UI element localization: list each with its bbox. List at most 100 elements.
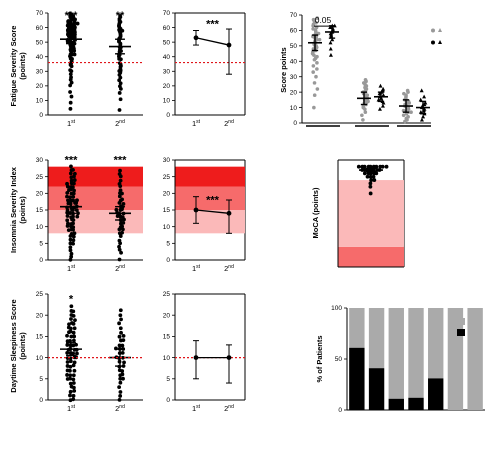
data-point-D (66, 201, 71, 206)
data-point-F (384, 164, 389, 169)
data-point-F (372, 178, 377, 182)
data-point-F (369, 178, 374, 182)
y-tick-label-A: 70 (36, 10, 44, 17)
data-point-A (68, 68, 73, 73)
data-point-hospital-C (377, 106, 382, 111)
data-point-G (119, 317, 123, 322)
data-point-D (71, 238, 76, 243)
data-point-G (118, 308, 123, 313)
significance-marker-A: *** (65, 10, 79, 22)
data-point-A (68, 100, 73, 105)
data-point-mild-C (360, 113, 364, 118)
data-point-D (117, 257, 122, 262)
data-point-mild-C (315, 54, 319, 59)
x-tick-suffix-H: st (196, 404, 201, 410)
y-tick-label-C: 60 (290, 28, 298, 35)
data-point-G (65, 373, 69, 377)
data-point-mild-C (312, 93, 317, 98)
legend-marker-hospital (431, 40, 435, 45)
x-tick-label-A: 2nd (115, 119, 125, 128)
data-point-G (118, 394, 123, 398)
data-point-G (72, 334, 77, 339)
data-point-G (71, 351, 76, 356)
data-point-hospital-C (328, 52, 333, 57)
data-point-G (117, 397, 122, 402)
data-point-G (69, 317, 73, 321)
data-point-A (117, 91, 122, 95)
bar-no-I (428, 308, 444, 379)
y-tick-label-H: 15 (163, 334, 171, 341)
data-point-hospital-C (419, 88, 424, 93)
bar-no-I (408, 308, 424, 398)
data-point-mild-C (315, 61, 319, 65)
data-point-D (117, 194, 122, 199)
data-point-A (75, 21, 80, 26)
data-point-F (371, 174, 376, 179)
y-tick-label-C: 70 (290, 12, 298, 19)
significance-marker-D: *** (114, 154, 128, 166)
y-axis-label-line-C-0: Score points (279, 47, 288, 92)
data-point-mild-C (315, 87, 320, 91)
data-point-G (71, 338, 76, 343)
x-tick-num-H: 2 (224, 404, 228, 413)
data-point-A (68, 83, 73, 88)
data-point-D (114, 207, 119, 212)
y-axis-label-line-G-1: (points) (18, 332, 27, 360)
panel-H: 0 5 10 15 20 25 1st 2nd (163, 291, 246, 413)
data-point-G (118, 313, 123, 318)
data-point-hospital-C (418, 97, 423, 102)
x-tick-label-G: 2nd (115, 404, 125, 413)
y-tick-label-D: 30 (36, 157, 44, 164)
data-point-hospital-C (376, 97, 381, 102)
y-tick-label-E: 30 (163, 157, 171, 164)
x-tick-num-B: 2 (224, 119, 228, 128)
data-point-A (118, 97, 123, 102)
y-tick-label-H: 20 (163, 312, 171, 319)
data-point-A (69, 94, 74, 99)
data-point-G (74, 342, 78, 347)
data-point-F (360, 164, 365, 169)
data-point-D (71, 214, 75, 219)
y-axis-label-line-D-1: (points) (18, 196, 27, 224)
data-point-G (120, 369, 125, 373)
mean-point-B (193, 35, 199, 41)
data-point-D (121, 202, 126, 206)
data-point-D (120, 230, 124, 235)
y-axis-label-line-F-0: MoCA (points) (311, 187, 320, 238)
data-point-G (71, 377, 76, 382)
data-point-D (68, 195, 72, 200)
data-point-A (68, 106, 73, 111)
data-point-D (71, 218, 76, 222)
y-tick-label-G: 10 (36, 355, 44, 362)
data-point-mild-C (315, 67, 319, 71)
data-point-D (65, 214, 70, 218)
significance-marker-D: *** (65, 154, 79, 166)
y-tick-label-E: 0 (166, 257, 170, 264)
x-tick-label-D: 1st (67, 264, 76, 273)
data-point-D (75, 198, 79, 203)
y-tick-label-C: 0 (293, 120, 297, 127)
p-value-annotation-C: 0.05 (315, 15, 332, 25)
x-tick-suffix-A: nd (119, 119, 125, 125)
data-point-D (118, 178, 123, 183)
data-point-G (122, 360, 126, 365)
data-point-F (374, 171, 379, 176)
data-point-G (68, 381, 73, 386)
x-tick-num-A: 1 (67, 119, 71, 128)
x-tick-num-H: 1 (192, 404, 196, 413)
y-axis-label-line-A-1: (points) (18, 52, 27, 80)
data-point-D (71, 234, 76, 239)
y-tick-label-A: 40 (36, 54, 44, 61)
data-point-D (117, 244, 121, 249)
data-point-D (120, 197, 125, 202)
data-point-G (117, 321, 121, 326)
x-tick-suffix-D: st (71, 264, 76, 270)
data-point-hospital-C (422, 94, 427, 99)
data-point-F (366, 171, 371, 176)
data-point-G (75, 351, 79, 356)
severity-band-D (48, 166, 143, 187)
data-point-D (71, 195, 76, 199)
bar-yes-I (388, 398, 404, 410)
data-point-mild-C (311, 17, 316, 22)
data-point-G (72, 385, 76, 390)
